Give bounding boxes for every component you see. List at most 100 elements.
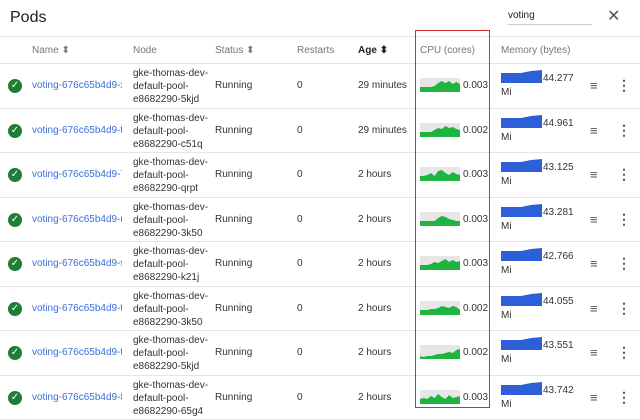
node-line: gke-thomas-dev- [133, 334, 213, 347]
more-vert-icon[interactable]: ⋮ [617, 211, 631, 228]
column-name[interactable]: Name ⬍ [32, 45, 70, 56]
pod-age: 2 hours [358, 392, 391, 403]
pod-restarts: 0 [297, 169, 303, 180]
pod-name-link[interactable]: voting-676c65b4d9-xs [32, 80, 122, 91]
logs-icon[interactable]: ≡ [590, 78, 598, 93]
pod-restarts: 0 [297, 214, 303, 225]
memory-unit: Mi [501, 354, 512, 365]
more-vert-icon[interactable]: ⋮ [617, 122, 631, 139]
cpu-value: 0.002 [463, 347, 488, 358]
memory-sparkline [501, 293, 542, 306]
table-row[interactable]: ✓ voting-676c65b4d9-tpr gke-thomas-dev-d… [0, 109, 640, 154]
memory-value: 42.766 [543, 251, 574, 262]
cpu-sparkline [420, 78, 460, 92]
pod-age: 2 hours [358, 347, 391, 358]
node-line: default-pool- [133, 258, 213, 271]
column-age-label: Age [358, 45, 377, 56]
pod-age: 2 hours [358, 214, 391, 225]
search-input[interactable]: voting [508, 10, 592, 25]
more-vert-icon[interactable]: ⋮ [617, 255, 631, 272]
pod-age: 2 hours [358, 303, 391, 314]
pod-age: 2 hours [358, 258, 391, 269]
more-vert-icon[interactable]: ⋮ [617, 166, 631, 183]
memory-unit: Mi [501, 310, 512, 321]
more-vert-icon[interactable]: ⋮ [617, 389, 631, 406]
status-ok-icon: ✓ [8, 302, 22, 316]
node-line: default-pool- [133, 392, 213, 405]
pod-name-link[interactable]: voting-676c65b4d9-tj6 [32, 303, 122, 314]
memory-value: 44.961 [543, 118, 574, 129]
node-name: gke-thomas-dev-default-pool-e8682290-3k5… [133, 201, 213, 240]
logs-icon[interactable]: ≡ [590, 301, 598, 316]
memory-value: 44.055 [543, 296, 574, 307]
column-age[interactable]: Age ⬍ [358, 45, 388, 56]
logs-icon[interactable]: ≡ [590, 212, 598, 227]
memory-value: 43.742 [543, 385, 574, 396]
table-row[interactable]: ✓ voting-676c65b4d9-72 gke-thomas-dev-de… [0, 153, 640, 198]
table-row[interactable]: ✓ voting-676c65b4d9-srl gke-thomas-dev-d… [0, 242, 640, 287]
cpu-value: 0.002 [463, 303, 488, 314]
pod-status: Running [215, 169, 252, 180]
node-line: e8682290-c51q [133, 138, 213, 151]
more-vert-icon[interactable]: ⋮ [617, 77, 631, 94]
cpu-value: 0.003 [463, 169, 488, 180]
cpu-value: 0.003 [463, 214, 488, 225]
memory-sparkline [501, 204, 542, 217]
sort-icon: ⬍ [61, 45, 69, 56]
table-row[interactable]: ✓ voting-676c65b4d9-xs gke-thomas-dev-de… [0, 64, 640, 109]
cpu-value: 0.002 [463, 125, 488, 136]
table-row[interactable]: ✓ voting-676c65b4d9-nv gke-thomas-dev-de… [0, 198, 640, 243]
pod-status: Running [215, 125, 252, 136]
column-name-label: Name [32, 45, 59, 56]
column-status[interactable]: Status ⬍ [215, 45, 255, 56]
memory-sparkline [501, 382, 542, 395]
pod-status: Running [215, 303, 252, 314]
sort-icon: ⬍ [246, 45, 254, 56]
column-cpu: CPU (cores) [420, 45, 475, 56]
pod-status: Running [215, 80, 252, 91]
node-name: gke-thomas-dev-default-pool-e8682290-65g… [133, 379, 213, 418]
cpu-sparkline [420, 123, 460, 137]
cpu-value: 0.003 [463, 258, 488, 269]
status-ok-icon: ✓ [8, 79, 22, 93]
pod-restarts: 0 [297, 258, 303, 269]
node-line: e8682290-5kjd [133, 93, 213, 106]
pod-name-link[interactable]: voting-676c65b4d9-8f8 [32, 392, 122, 403]
memory-value: 43.125 [543, 162, 574, 173]
logs-icon[interactable]: ≡ [590, 123, 598, 138]
table-row[interactable]: ✓ voting-676c65b4d9-8f8 gke-thomas-dev-d… [0, 376, 640, 420]
logs-icon[interactable]: ≡ [590, 256, 598, 271]
node-name: gke-thomas-dev-default-pool-e8682290-5kj… [133, 334, 213, 373]
pod-name-link[interactable]: voting-676c65b4d9-srl [32, 258, 122, 269]
cpu-value: 0.003 [463, 392, 488, 403]
logs-icon[interactable]: ≡ [590, 167, 598, 182]
column-status-label: Status [215, 45, 243, 56]
pod-restarts: 0 [297, 303, 303, 314]
logs-icon[interactable]: ≡ [590, 390, 598, 405]
pod-status: Running [215, 347, 252, 358]
status-ok-icon: ✓ [8, 213, 22, 227]
memory-unit: Mi [501, 221, 512, 232]
pod-age: 29 minutes [358, 125, 407, 136]
node-line: gke-thomas-dev- [133, 245, 213, 258]
memory-sparkline [501, 115, 542, 128]
node-name: gke-thomas-dev-default-pool-e8682290-c51… [133, 112, 213, 151]
table-row[interactable]: ✓ voting-676c65b4d9-tj6 gke-thomas-dev-d… [0, 287, 640, 332]
memory-unit: Mi [501, 265, 512, 276]
more-vert-icon[interactable]: ⋮ [617, 300, 631, 317]
logs-icon[interactable]: ≡ [590, 345, 598, 360]
close-icon[interactable]: ✕ [607, 6, 620, 26]
pod-name-link[interactable]: voting-676c65b4d9-72 [32, 169, 122, 180]
cpu-sparkline [420, 345, 460, 359]
node-line: default-pool- [133, 303, 213, 316]
pod-name-link[interactable]: voting-676c65b4d9-tpr [32, 125, 122, 136]
more-vert-icon[interactable]: ⋮ [617, 344, 631, 361]
node-line: default-pool- [133, 347, 213, 360]
column-restarts: Restarts [297, 45, 334, 56]
pod-name-link[interactable]: voting-676c65b4d9-nv [32, 214, 122, 225]
table-row[interactable]: ✓ voting-676c65b4d9-tpj gke-thomas-dev-d… [0, 331, 640, 376]
memory-sparkline [501, 70, 542, 83]
node-line: e8682290-3k50 [133, 316, 213, 329]
pod-name-link[interactable]: voting-676c65b4d9-tpj [32, 347, 122, 358]
cpu-sparkline [420, 167, 460, 181]
